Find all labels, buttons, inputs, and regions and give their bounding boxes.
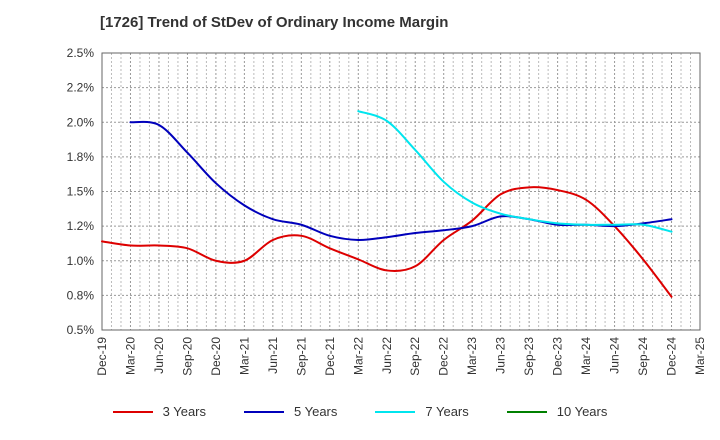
- data-point-3-years: [443, 239, 445, 241]
- legend-label: 5 Years: [294, 404, 338, 419]
- x-tick-label: Dec-24: [665, 337, 679, 376]
- x-tick-label: Jun-21: [266, 337, 280, 374]
- plot-frame: [101, 52, 701, 331]
- x-tick-label: Dec-19: [95, 337, 109, 376]
- x-tick-label: Dec-23: [551, 337, 565, 376]
- data-point-7-years: [471, 201, 473, 204]
- data-point-7-years: [500, 213, 502, 215]
- legend-label: 7 Years: [425, 404, 469, 419]
- data-point-3-years: [557, 189, 559, 191]
- y-tick-label: 1.8%: [67, 150, 95, 164]
- data-point-5-years: [186, 152, 189, 154]
- data-point-5-years: [300, 224, 302, 226]
- x-tick-label: Sep-22: [408, 337, 422, 376]
- x-tick-label: Jun-23: [494, 337, 508, 374]
- y-tick-label: 1.5%: [67, 185, 95, 199]
- data-point-3-years: [670, 296, 673, 298]
- data-point-3-years: [101, 240, 103, 242]
- data-point-3-years: [215, 260, 217, 262]
- data-point-5-years: [215, 182, 217, 184]
- data-point-7-years: [557, 222, 559, 224]
- data-point-5-years: [642, 222, 644, 224]
- x-tick-label: Jun-24: [608, 337, 622, 374]
- x-tick-label: Dec-22: [437, 337, 451, 376]
- y-tick-label: 0.5%: [67, 323, 95, 337]
- data-point-7-years: [613, 224, 616, 226]
- data-point-3-years: [386, 269, 388, 272]
- data-point-3-years: [642, 258, 644, 260]
- x-tick-label: Mar-23: [465, 337, 479, 375]
- x-tick-label: Sep-20: [180, 337, 194, 376]
- data-point-3-years: [300, 235, 302, 237]
- data-point-5-years: [329, 235, 331, 237]
- legend-swatch: [506, 410, 547, 413]
- y-tick-label: 1.2%: [67, 219, 95, 233]
- legend-label: 10 Years: [556, 404, 608, 419]
- plot-area: [102, 53, 700, 330]
- legend-swatch: [112, 410, 153, 413]
- data-point-3-years: [500, 193, 502, 195]
- data-point-7-years: [386, 120, 388, 122]
- legend-item: 3 Years: [112, 404, 206, 419]
- data-point-5-years: [158, 124, 160, 126]
- x-tick-label: Jun-20: [152, 337, 166, 374]
- x-tick-label: Mar-24: [579, 337, 593, 375]
- data-point-7-years: [357, 110, 359, 112]
- data-point-3-years: [186, 247, 189, 249]
- data-point-5-years: [414, 232, 416, 234]
- x-tick-label: Mar-25: [693, 337, 707, 375]
- chart-title: [1726] Trend of StDev of Ordinary Income…: [100, 14, 449, 31]
- data-point-3-years: [528, 186, 530, 188]
- legend-label: 3 Years: [162, 404, 206, 419]
- x-tick-label: Sep-24: [636, 337, 650, 376]
- data-point-7-years: [528, 218, 530, 220]
- data-point-5-years: [243, 204, 245, 206]
- data-point-5-years: [471, 225, 473, 227]
- data-point-7-years: [642, 224, 644, 226]
- series-line-7-years: [357, 110, 673, 233]
- data-point-5-years: [357, 239, 359, 241]
- data-point-7-years: [585, 224, 587, 226]
- legend-item: 5 Years: [244, 404, 337, 419]
- x-tick-label: Sep-23: [522, 337, 536, 376]
- legend-swatch: [244, 410, 284, 413]
- data-point-5-years: [670, 218, 673, 220]
- y-tick-label: 2.0%: [67, 115, 95, 129]
- data-point-3-years: [329, 247, 331, 249]
- data-point-5-years: [557, 224, 559, 226]
- data-point-5-years: [272, 218, 274, 220]
- legend: 3 Years 5 Years 7 Years 10 Years: [0, 404, 720, 419]
- y-tick-label: 1.0%: [67, 254, 95, 268]
- data-point-3-years: [414, 265, 416, 267]
- legend-item: 10 Years: [506, 404, 608, 419]
- data-point-7-years: [443, 181, 445, 183]
- data-point-3-years: [158, 244, 160, 247]
- data-point-3-years: [272, 239, 274, 241]
- y-tick-label: 2.2%: [67, 81, 95, 95]
- data-point-5-years: [129, 121, 132, 123]
- data-point-3-years: [357, 258, 359, 260]
- legend-swatch: [375, 410, 416, 413]
- x-tick-label: Sep-21: [294, 337, 308, 376]
- data-point-3-years: [129, 244, 132, 247]
- data-point-5-years: [613, 225, 616, 227]
- data-point-7-years: [414, 149, 416, 151]
- x-tick-label: Mar-22: [351, 337, 365, 375]
- data-point-3-years: [585, 199, 587, 201]
- data-point-5-years: [500, 215, 502, 218]
- x-tick-label: Mar-21: [237, 337, 251, 375]
- y-tick-label: 2.5%: [67, 46, 95, 60]
- data-point-7-years: [670, 231, 673, 233]
- legend-item: 7 Years: [375, 404, 469, 419]
- data-point-5-years: [443, 229, 445, 231]
- x-tick-label: Jun-22: [380, 337, 394, 374]
- x-tick-label: Dec-20: [209, 337, 223, 376]
- x-tick-label: Dec-21: [323, 337, 337, 376]
- y-tick-label: 0.8%: [67, 288, 95, 302]
- data-point-3-years: [471, 219, 473, 222]
- data-point-3-years: [243, 260, 245, 262]
- data-point-5-years: [386, 236, 388, 238]
- x-tick-label: Mar-20: [123, 337, 137, 375]
